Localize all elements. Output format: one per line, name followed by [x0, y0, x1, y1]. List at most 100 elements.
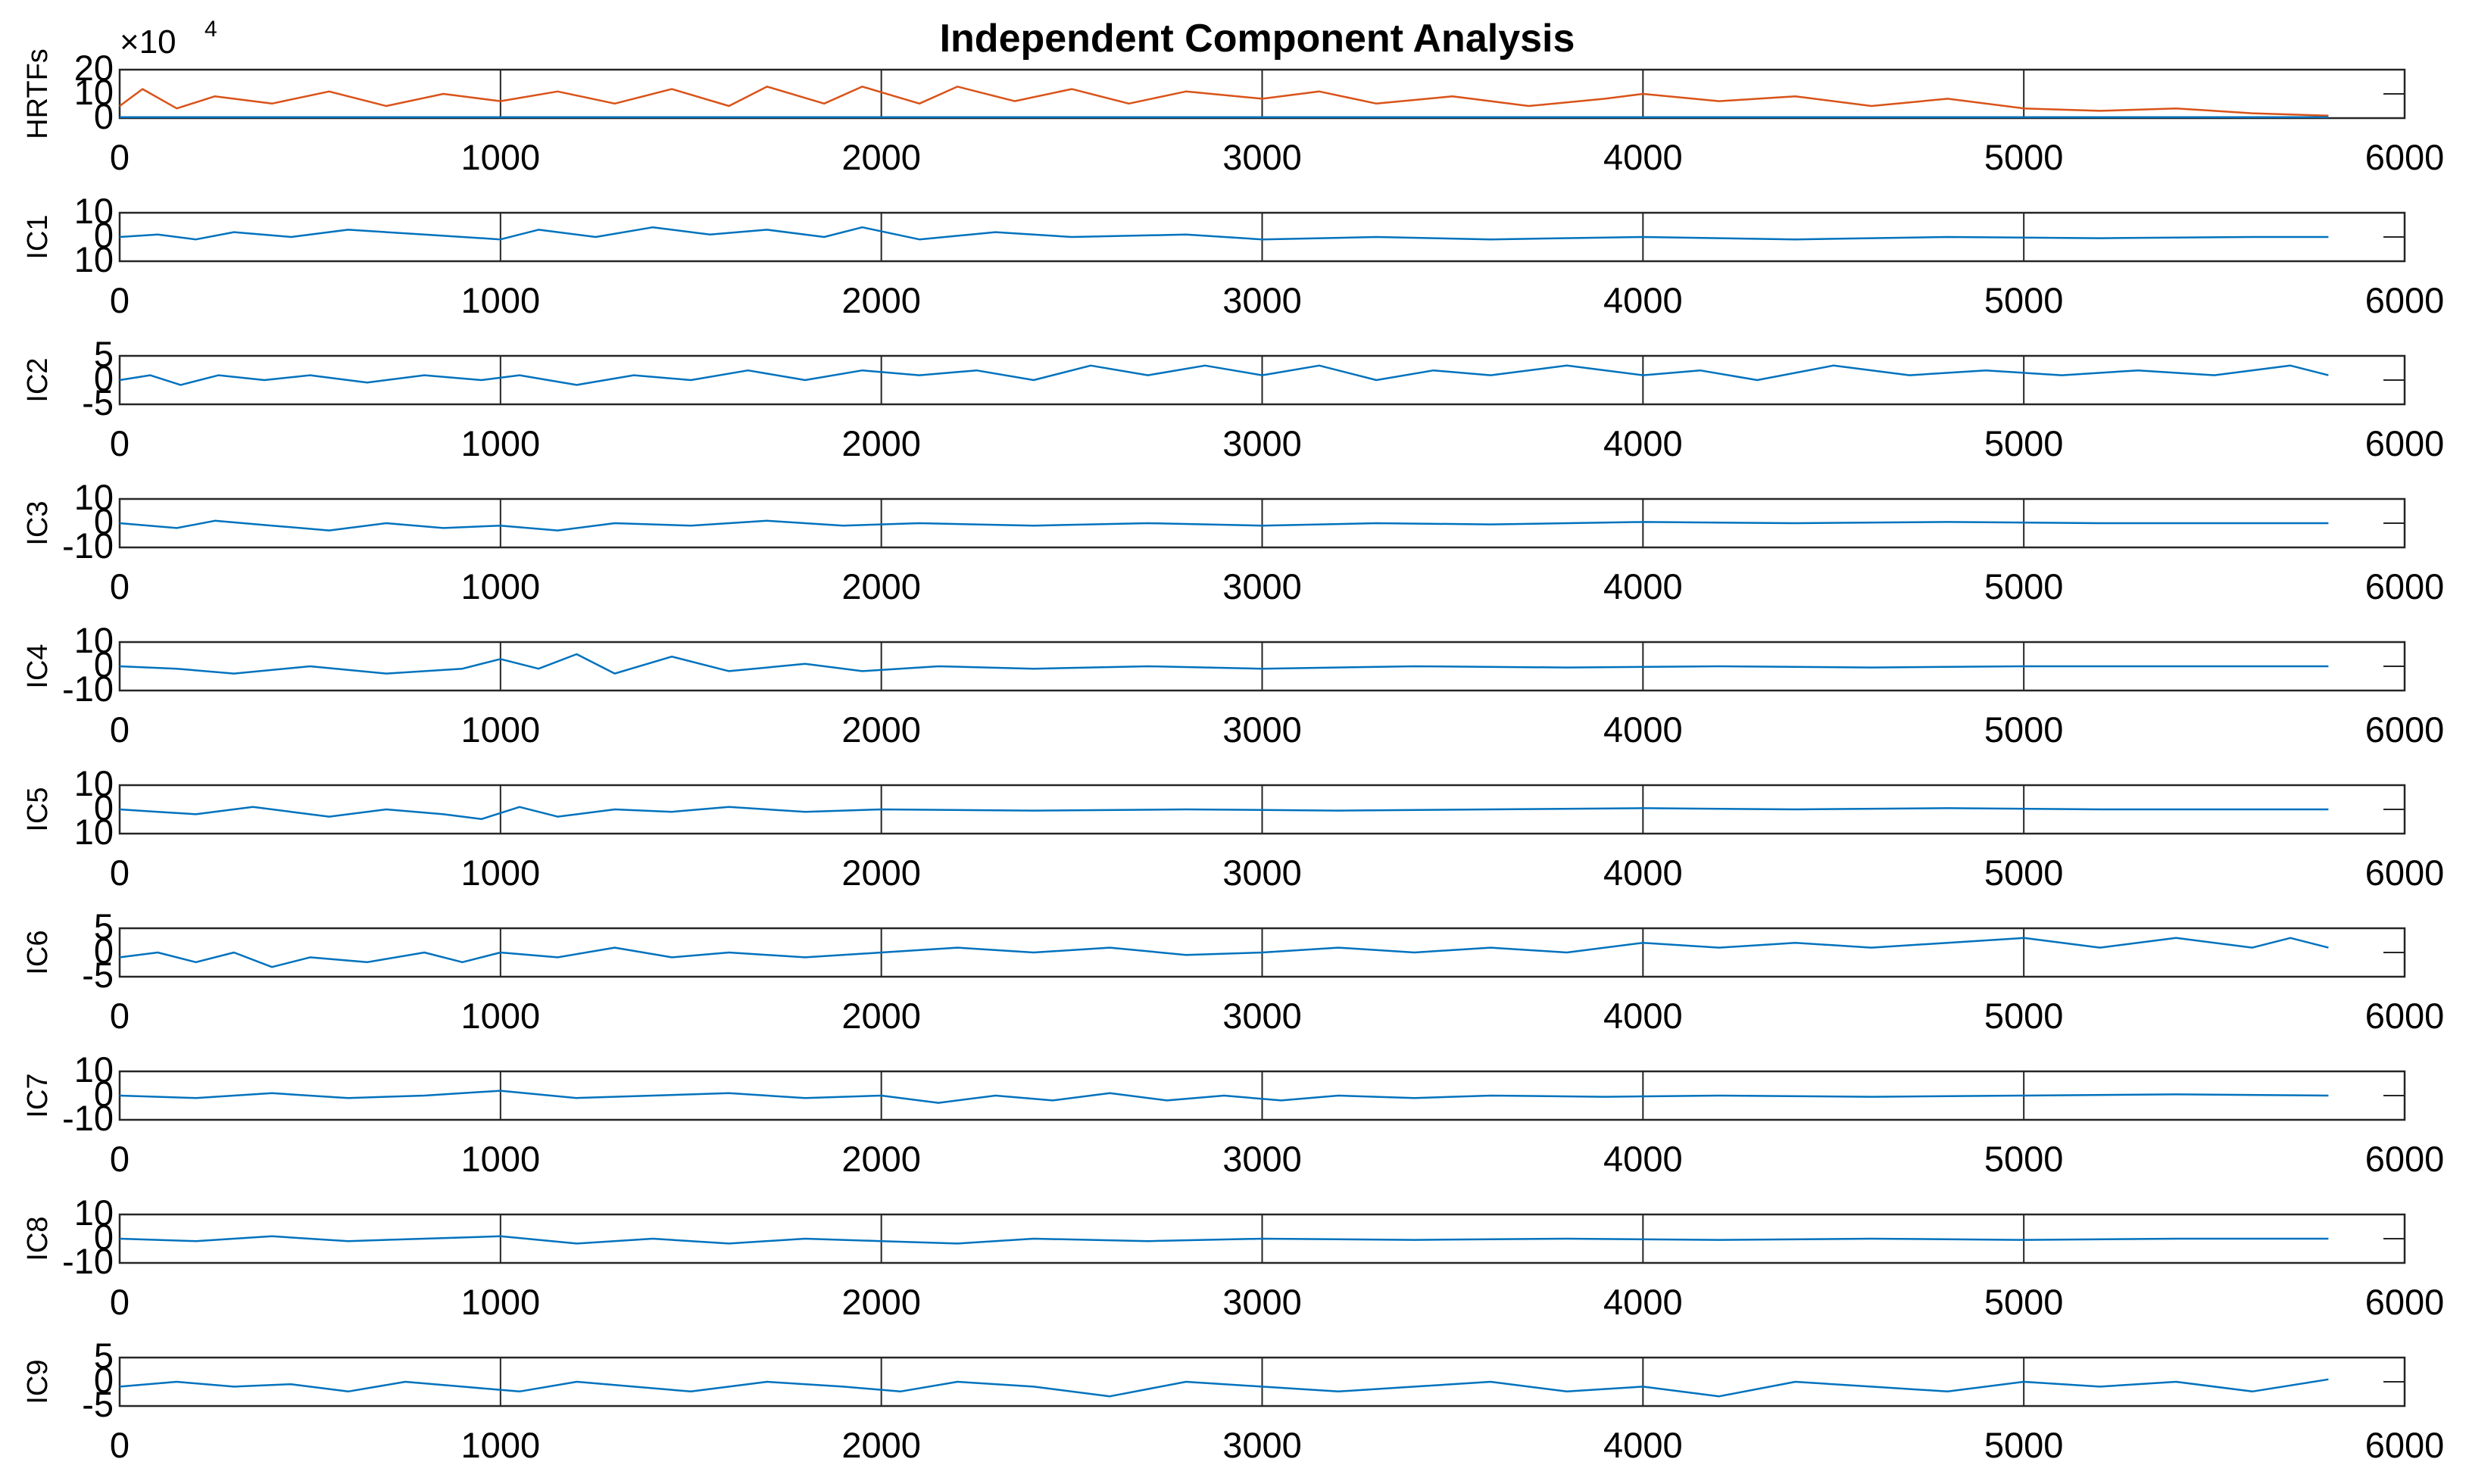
subplot-10-x-tick-label: 5000	[1984, 1425, 2064, 1465]
subplot-8-x-tick-label: 5000	[1984, 1139, 2064, 1179]
subplot-2-x-tick-label: 0	[110, 280, 130, 320]
subplot-5-y-tick-label: 10	[74, 620, 114, 660]
subplot-9-series-line-1	[119, 1235, 2329, 1245]
subplot-1-x-tick-label: 5000	[1984, 137, 2064, 177]
subplot-8-y-tick-label: 0	[94, 1074, 114, 1114]
subplot-4-y-axis-label: IC3	[22, 500, 54, 545]
subplot-4-x-tick-label: 1000	[461, 566, 541, 606]
subplot-5-x-tick-label: 1000	[461, 709, 541, 750]
subplot-1-x-tick-label: 1000	[461, 137, 541, 177]
subplot-3-series-line-1	[119, 364, 2329, 386]
subplot-6-series-line-1	[119, 806, 2329, 821]
subplot-4-x-tick-label: 4000	[1603, 566, 1683, 606]
subplot-2-y-tick-label: 0	[94, 215, 114, 255]
subplot-9-x-tick-label: 2000	[841, 1282, 921, 1322]
subplot-2-x-tick-label: 4000	[1603, 280, 1683, 320]
subplot-9-x-tick-label: 4000	[1603, 1282, 1683, 1322]
subplot-5-x-tick-label: 2000	[841, 709, 921, 750]
subplot-8-x-tick-label: 4000	[1603, 1139, 1683, 1179]
subplot-9-x-tick-label: 5000	[1984, 1282, 2064, 1322]
subplot-2-x-tick-label: 1000	[461, 280, 541, 320]
subplot-6-x-tick-label: 3000	[1222, 853, 1302, 893]
subplot-7-x-tick-label: 5000	[1984, 996, 2064, 1036]
subplot-2-y-tick-label: 10	[74, 239, 114, 279]
subplot-6-x-tick-label: 2000	[841, 853, 921, 893]
subplot-8-x-tick-label: 2000	[841, 1139, 921, 1179]
subplot-1-x-tick-label: 3000	[1222, 137, 1302, 177]
subplot-9-y-tick-label: -10	[62, 1241, 114, 1281]
subplot-2-y-tick-label: 10	[74, 191, 114, 231]
subplot-8-y-tick-label: 10	[74, 1049, 114, 1090]
subplot-3-x-tick-label: 1000	[461, 423, 541, 463]
subplot-7-x-tick-label: 1000	[461, 996, 541, 1036]
subplot-8-x-tick-label: 0	[110, 1139, 130, 1179]
subplot-8-x-tick-label: 3000	[1222, 1139, 1302, 1179]
subplot-5-y-axis-label: IC4	[22, 644, 54, 688]
y-exponent-power: 4	[204, 17, 217, 42]
subplot-2-x-tick-label: 6000	[2365, 280, 2445, 320]
subplot-3-y-tick-label: 0	[94, 358, 114, 398]
subplot-9-x-tick-label: 0	[110, 1282, 130, 1322]
subplot-10-y-tick-label: 5	[94, 1336, 114, 1376]
subplot-7-x-tick-label: 0	[110, 996, 130, 1036]
subplot-10-x-tick-label: 1000	[461, 1425, 541, 1465]
subplot-7-y-axis-label: IC6	[22, 930, 54, 974]
subplot-4-x-tick-label: 0	[110, 566, 130, 606]
subplot-3-x-tick-label: 4000	[1603, 423, 1683, 463]
subplot-8-x-tick-label: 6000	[2365, 1139, 2445, 1179]
subplot-10-y-axis-label: IC9	[22, 1359, 54, 1404]
subplot-3-x-tick-label: 6000	[2365, 423, 2445, 463]
subplot-4-x-tick-label: 6000	[2365, 566, 2445, 606]
subplot-3-y-axis-label: IC2	[22, 357, 54, 402]
subplot-6-y-tick-label: 0	[94, 787, 114, 828]
subplot-2-x-tick-label: 5000	[1984, 280, 2064, 320]
subplot-8-y-tick-label: -10	[62, 1098, 114, 1138]
subplot-9-x-tick-label: 1000	[461, 1282, 541, 1322]
subplot-6-x-tick-label: 6000	[2365, 853, 2445, 893]
subplot-7-y-tick-label: -5	[82, 955, 114, 995]
subplot-1-y-tick-label: 20	[74, 48, 114, 88]
chart-title: Independent Component Analysis	[940, 17, 1575, 61]
subplot-1-x-tick-label: 4000	[1603, 137, 1683, 177]
subplot-4-y-tick-label: 10	[74, 477, 114, 517]
subplot-10-x-tick-label: 4000	[1603, 1425, 1683, 1465]
subplot-7-x-tick-label: 4000	[1603, 996, 1683, 1036]
subplot-9-y-tick-label: 10	[74, 1192, 114, 1233]
subplot-4-x-tick-label: 3000	[1222, 566, 1302, 606]
subplot-6-x-tick-label: 0	[110, 853, 130, 893]
subplot-1-y-tick-label: 10	[74, 72, 114, 112]
subplot-1-y-axis-label: HRTFs	[22, 48, 54, 139]
subplot-3-x-tick-label: 5000	[1984, 423, 2064, 463]
subplot-5-x-tick-label: 5000	[1984, 709, 2064, 750]
subplot-4-y-tick-label: 0	[94, 501, 114, 541]
subplot-5-y-tick-label: 0	[94, 644, 114, 684]
subplot-6-x-tick-label: 1000	[461, 853, 541, 893]
subplot-5-y-tick-label: -10	[62, 669, 114, 709]
subplot-10-x-tick-label: 0	[110, 1425, 130, 1465]
subplot-2-series-line-1	[119, 226, 2329, 241]
subplot-3-y-tick-label: 5	[94, 334, 114, 374]
y-exponent-label: ×10	[120, 23, 176, 61]
subplot-3-x-tick-label: 3000	[1222, 423, 1302, 463]
subplot-1-x-tick-label: 2000	[841, 137, 921, 177]
subplot-10-y-tick-label: -5	[82, 1384, 114, 1424]
subplot-2-y-axis-label: IC1	[22, 214, 54, 259]
subplot-5-x-tick-label: 4000	[1603, 709, 1683, 750]
subplot-5-x-tick-label: 3000	[1222, 709, 1302, 750]
subplot-2-x-tick-label: 3000	[1222, 280, 1302, 320]
subplot-6-y-tick-label: 10	[74, 812, 114, 852]
subplot-7-x-tick-label: 3000	[1222, 996, 1302, 1036]
subplot-9-x-tick-label: 6000	[2365, 1282, 2445, 1322]
subplot-9-y-tick-label: 0	[94, 1217, 114, 1257]
subplot-10-series-line-1	[119, 1378, 2329, 1398]
subplot-6-x-tick-label: 4000	[1603, 853, 1683, 893]
subplot-4-x-tick-label: 2000	[841, 566, 921, 606]
subplot-4-x-tick-label: 5000	[1984, 566, 2064, 606]
subplot-7-y-tick-label: 5	[94, 906, 114, 946]
subplot-2-x-tick-label: 2000	[841, 280, 921, 320]
subplot-5-x-tick-label: 6000	[2365, 709, 2445, 750]
subplot-10-x-tick-label: 2000	[841, 1425, 921, 1465]
subplot-4-series-line-1	[119, 519, 2329, 532]
